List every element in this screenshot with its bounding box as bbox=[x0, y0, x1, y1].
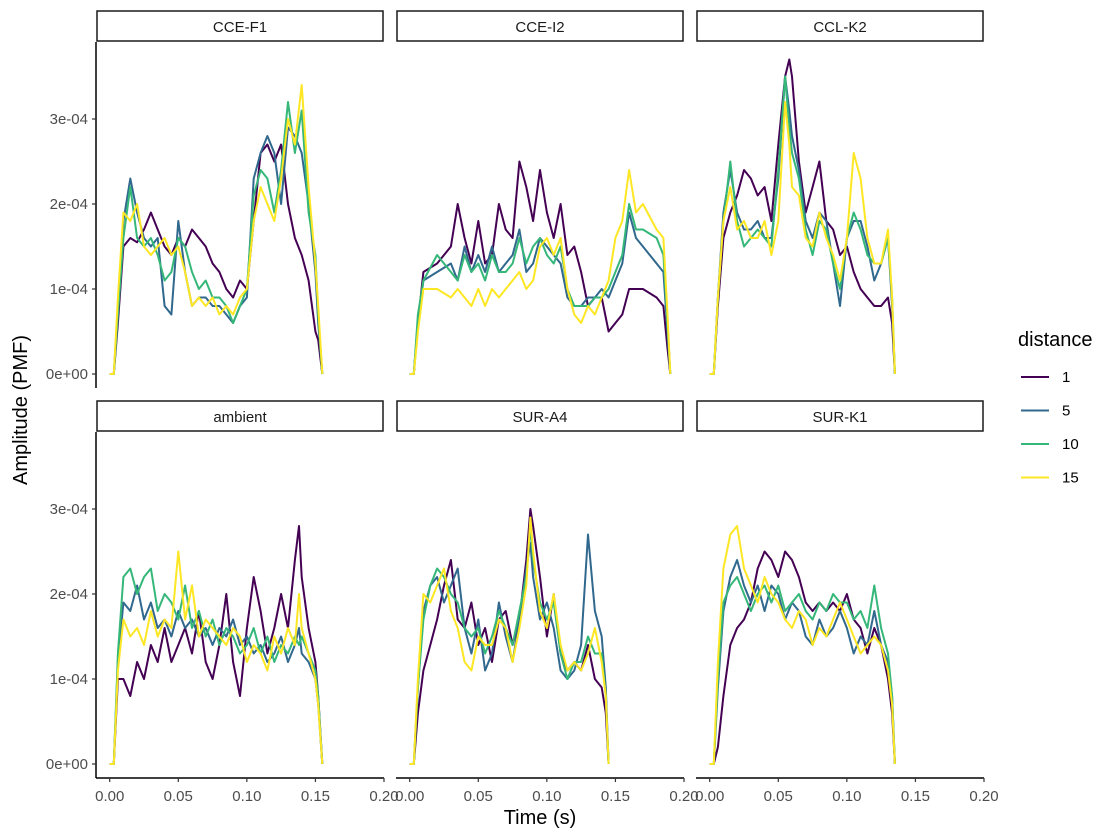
facet-strip bbox=[96, 400, 384, 432]
y-tick-label: 0e+00 bbox=[46, 366, 88, 383]
facet-strip-label: SUR-A4 bbox=[512, 409, 567, 426]
series-line-15 bbox=[109, 550, 324, 765]
x-tick-label: 0.00 bbox=[395, 788, 424, 805]
x-tick-label: 0.00 bbox=[95, 788, 124, 805]
x-axis-title: Time (s) bbox=[504, 807, 577, 829]
facet-strip-label: CCL-K2 bbox=[813, 19, 866, 36]
series-line-10 bbox=[709, 75, 896, 375]
legend-label: 1 bbox=[1062, 369, 1070, 386]
y-tick-label: 2e-04 bbox=[50, 586, 88, 603]
x-tick-label: 0.15 bbox=[901, 788, 930, 805]
series-line-10 bbox=[409, 525, 610, 765]
facet-panels: CCE-F1 0e+00 1e-04 2e-04 3e-04 CCE-I2 CCL-K2 am… bbox=[46, 10, 999, 805]
legend-label: 10 bbox=[1062, 436, 1079, 453]
x-tick-label: 0.10 bbox=[832, 788, 861, 805]
series-line-15 bbox=[409, 516, 610, 765]
y-tick-label: 3e-04 bbox=[50, 111, 88, 128]
y-tick-label: 1e-04 bbox=[50, 281, 88, 298]
facet-panel: ambient 0e+00 1e-04 2e-04 3e-04 0.00 0.05 0.10 0… bbox=[46, 400, 399, 805]
facet-panel: CCE-I2 bbox=[396, 10, 684, 375]
legend-title: distance bbox=[1018, 329, 1093, 351]
series-line-1 bbox=[409, 160, 672, 375]
series-line-15 bbox=[709, 525, 896, 765]
facet-strip bbox=[696, 10, 984, 42]
series-line-1 bbox=[709, 58, 896, 375]
x-tick-label: 0.20 bbox=[969, 788, 998, 805]
facet-strip bbox=[396, 10, 684, 42]
x-tick-label: 0.05 bbox=[164, 788, 193, 805]
facet-panel: SUR-K1 0.00 0.05 0.10 0.15 0.20 bbox=[695, 400, 999, 805]
facet-strip bbox=[396, 400, 684, 432]
facet-strip-label: CCE-I2 bbox=[515, 19, 564, 36]
x-tick-label: 0.05 bbox=[464, 788, 493, 805]
facet-strip-label: SUR-K1 bbox=[812, 409, 867, 426]
facet-strip-label: ambient bbox=[213, 409, 267, 426]
legend-entry: 1 bbox=[1021, 369, 1070, 386]
series-line-15 bbox=[109, 84, 324, 375]
series-line-10 bbox=[409, 203, 672, 375]
x-tick-label: 0.00 bbox=[695, 788, 724, 805]
series-line-10 bbox=[109, 101, 324, 375]
facet-panel: CCL-K2 bbox=[696, 10, 984, 375]
facet-strip bbox=[696, 400, 984, 432]
x-tick-label: 0.05 bbox=[764, 788, 793, 805]
y-axis-title: Amplitude (PMF) bbox=[10, 335, 32, 485]
x-tick-label: 0.20 bbox=[669, 788, 698, 805]
x-tick-label: 0.15 bbox=[601, 788, 630, 805]
x-tick-label: 0.10 bbox=[232, 788, 261, 805]
legend-label: 15 bbox=[1062, 470, 1079, 487]
series-line-5 bbox=[109, 126, 324, 375]
legend-entry: 5 bbox=[1021, 403, 1070, 420]
y-tick-label: 0e+00 bbox=[46, 756, 88, 773]
x-tick-label: 0.20 bbox=[369, 788, 398, 805]
series-line-15 bbox=[709, 101, 896, 375]
facet-strip bbox=[96, 10, 384, 42]
y-tick-label: 3e-04 bbox=[50, 501, 88, 518]
legend-entry: 10 bbox=[1021, 436, 1079, 453]
legend-label: 5 bbox=[1062, 403, 1070, 420]
series-line-15 bbox=[409, 169, 672, 375]
series-line-5 bbox=[409, 211, 672, 375]
series-line-5 bbox=[709, 559, 896, 765]
y-tick-label: 2e-04 bbox=[50, 196, 88, 213]
facet-panel: SUR-A4 0.00 0.05 0.10 0.15 0.20 bbox=[395, 400, 699, 805]
legend-entry: 15 bbox=[1021, 470, 1079, 487]
series-line-1 bbox=[709, 550, 896, 765]
series-line-10 bbox=[709, 576, 896, 765]
x-tick-label: 0.10 bbox=[532, 788, 561, 805]
x-tick-label: 0.15 bbox=[301, 788, 330, 805]
facet-strip-label: CCE-F1 bbox=[213, 19, 267, 36]
y-tick-label: 1e-04 bbox=[50, 671, 88, 688]
facet-panel: CCE-F1 0e+00 1e-04 2e-04 3e-04 bbox=[46, 10, 384, 388]
series-line-1 bbox=[109, 143, 324, 375]
